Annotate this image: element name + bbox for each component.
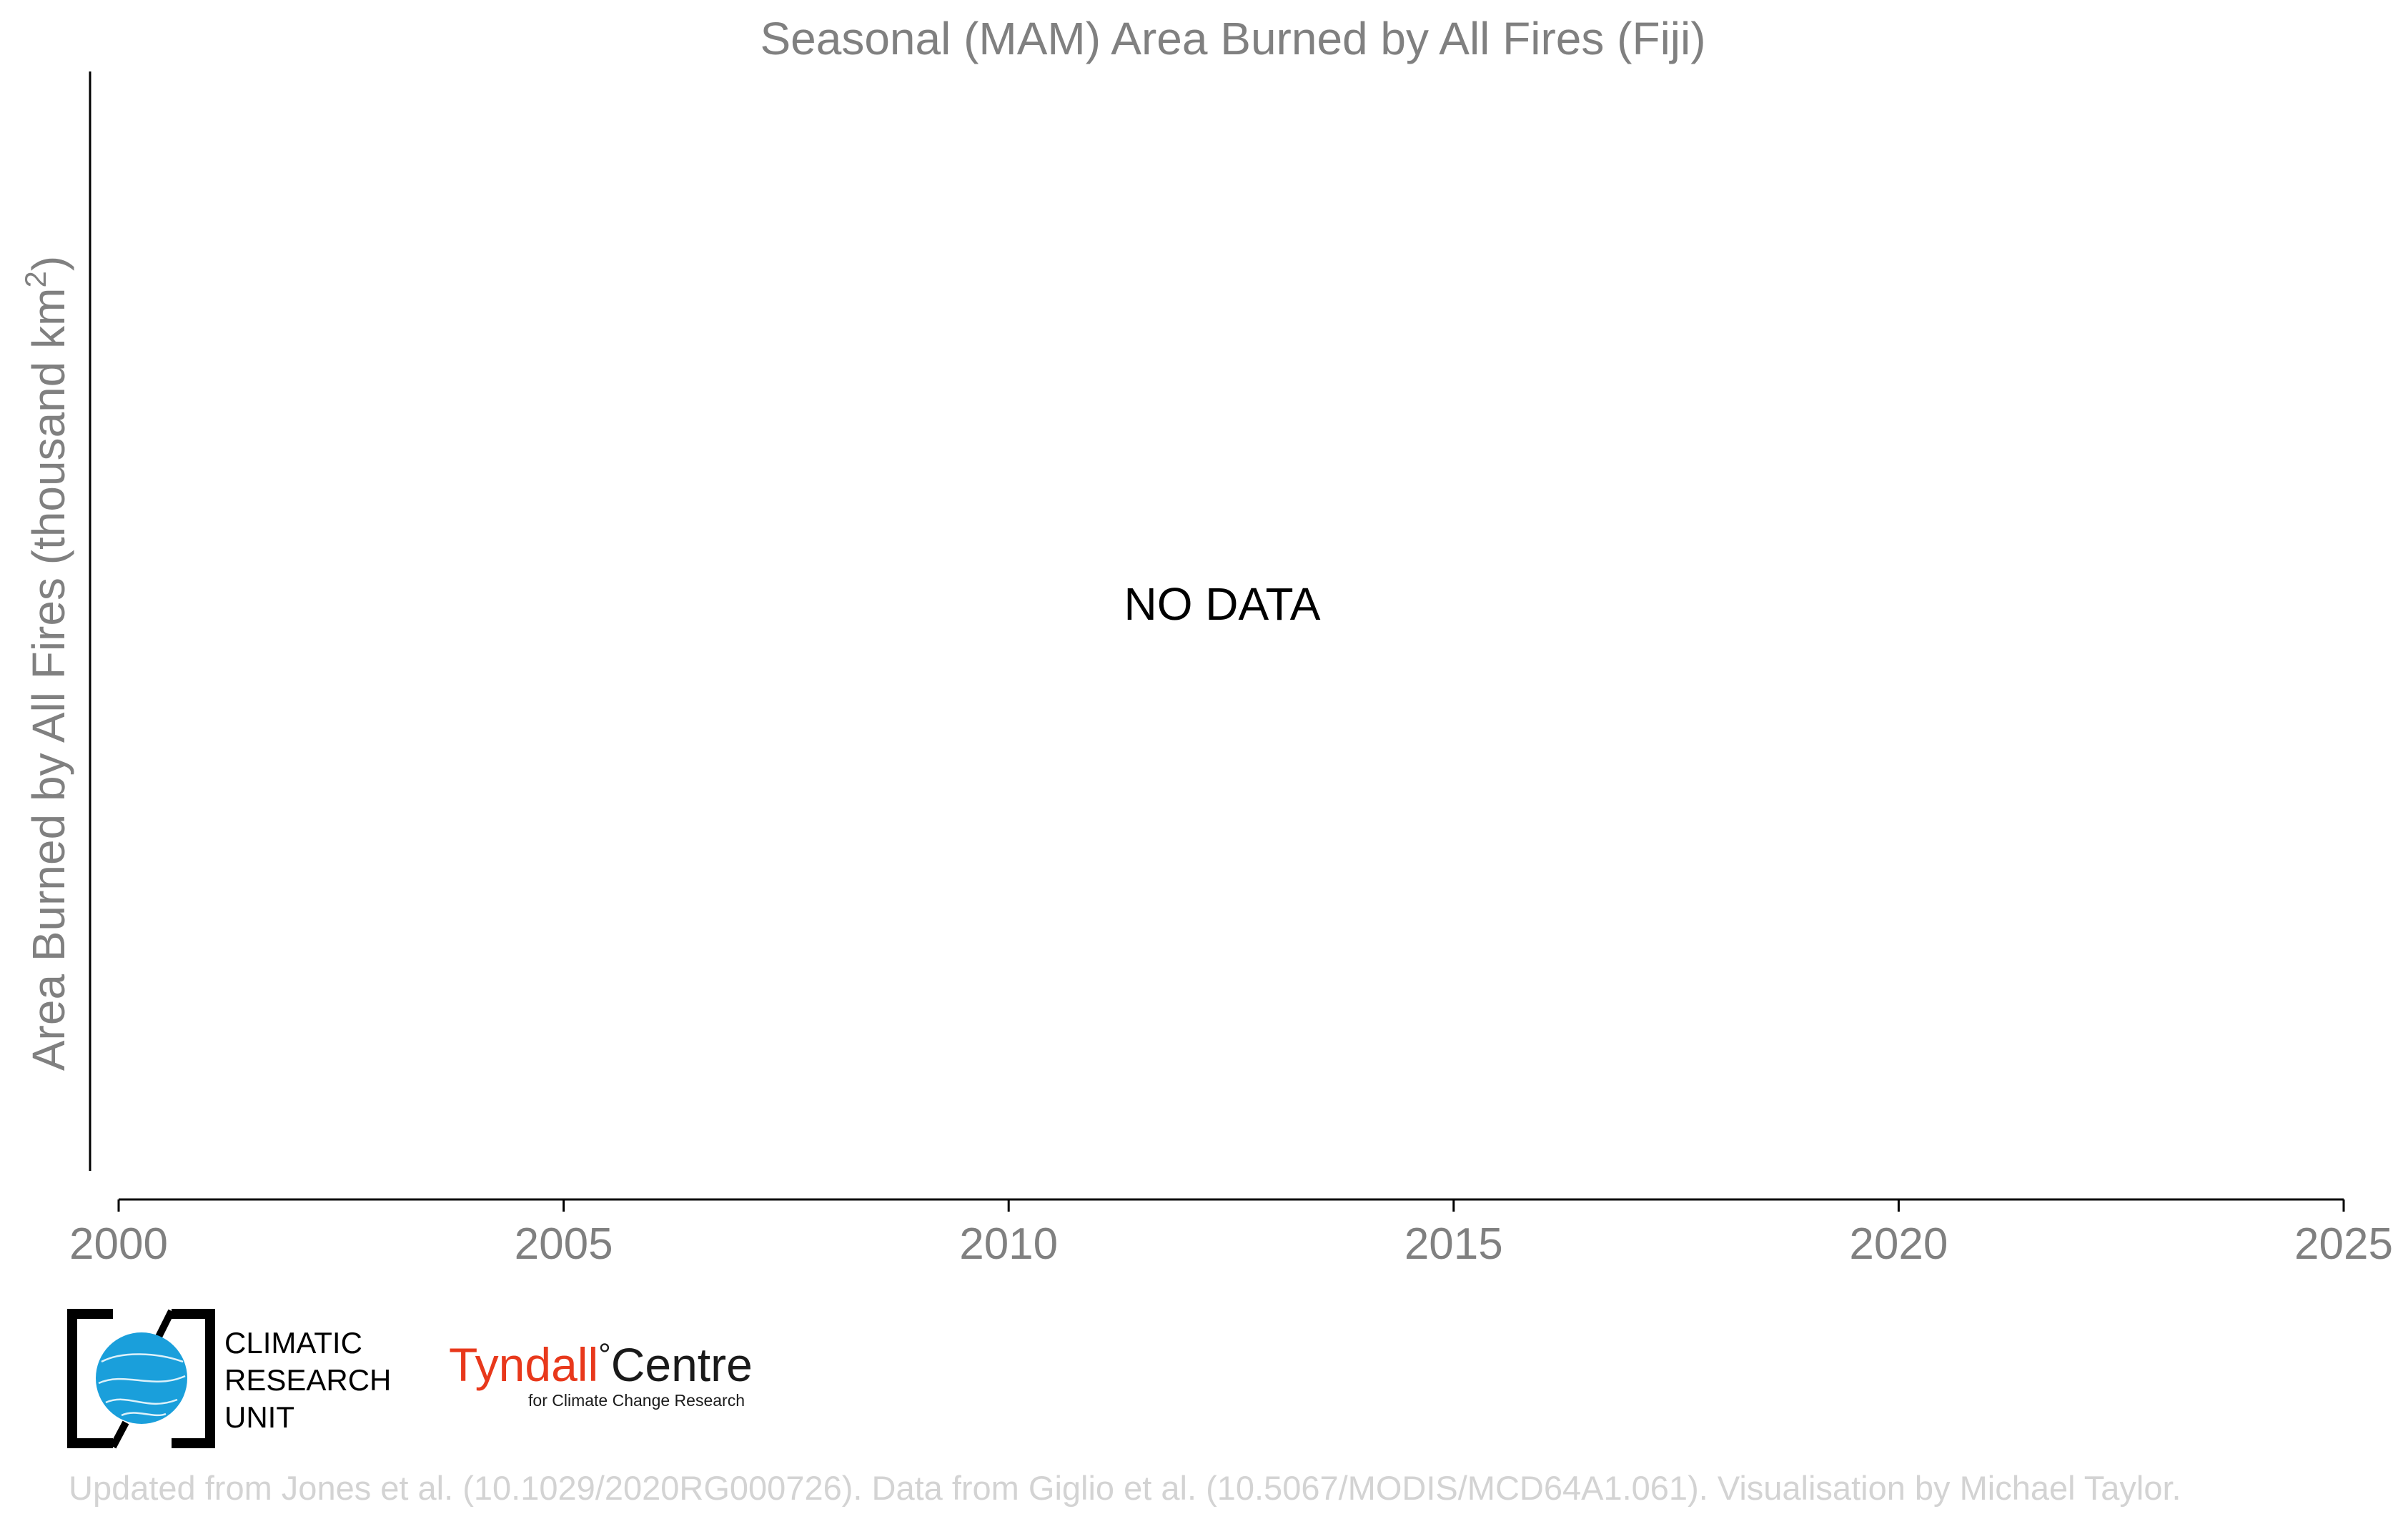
tyndall-logo-title: Tyndall°Centre	[449, 1337, 753, 1391]
cru-logo-bracket-left	[67, 1309, 113, 1448]
tyndall-logo-degree: °	[598, 1337, 611, 1372]
cru-logo-line2: RESEARCH	[224, 1363, 391, 1397]
cru-logo-slash-top	[155, 1309, 175, 1339]
y-axis-label-main: Area Burned by All Fires (thousand km	[23, 288, 74, 1072]
cru-globe-contour-4	[121, 1412, 167, 1417]
x-axis-ticks: 2000 2005 2010 2015 2020 2025	[69, 1199, 2393, 1269]
tyndall-logo-part2: Centre	[611, 1338, 753, 1391]
tyndall-logo: Tyndall°Centre for Climate Change Resear…	[449, 1337, 753, 1410]
cru-logo-slash-bottom	[109, 1420, 129, 1449]
x-tick-label-2000: 2000	[69, 1219, 168, 1269]
chart-title: Seasonal (MAM) Area Burned by All Fires …	[760, 13, 1705, 64]
x-tick-label-2010: 2010	[959, 1219, 1058, 1269]
cru-globe-icon	[96, 1332, 187, 1424]
cru-globe-contour-1	[101, 1353, 184, 1363]
x-tick-label-2020: 2020	[1849, 1219, 1948, 1269]
x-tick-label-2025: 2025	[2294, 1219, 2393, 1269]
y-axis-label-close: )	[23, 256, 74, 271]
credit-line: Updated from Jones et al. (10.1029/2020R…	[69, 1469, 2181, 1507]
y-axis-label: Area Burned by All Fires (thousand km2)	[19, 256, 74, 1071]
cru-logo-line1: CLIMATIC	[224, 1326, 362, 1360]
no-data-label: NO DATA	[1124, 578, 1321, 630]
cru-globe-contour-3	[105, 1398, 178, 1405]
tyndall-logo-part1: Tyndall	[449, 1338, 598, 1391]
x-tick-label-2005: 2005	[515, 1219, 613, 1269]
cru-logo-bracket-right	[172, 1309, 215, 1448]
cru-logo: CLIMATIC RESEARCH UNIT	[67, 1309, 391, 1449]
cru-logo-line3: UNIT	[224, 1400, 294, 1434]
tyndall-logo-subtitle: for Climate Change Research	[528, 1391, 745, 1410]
cru-globe-contour-2	[98, 1375, 186, 1385]
y-axis-label-superscript: 2	[19, 271, 52, 287]
x-tick-label-2015: 2015	[1404, 1219, 1503, 1269]
